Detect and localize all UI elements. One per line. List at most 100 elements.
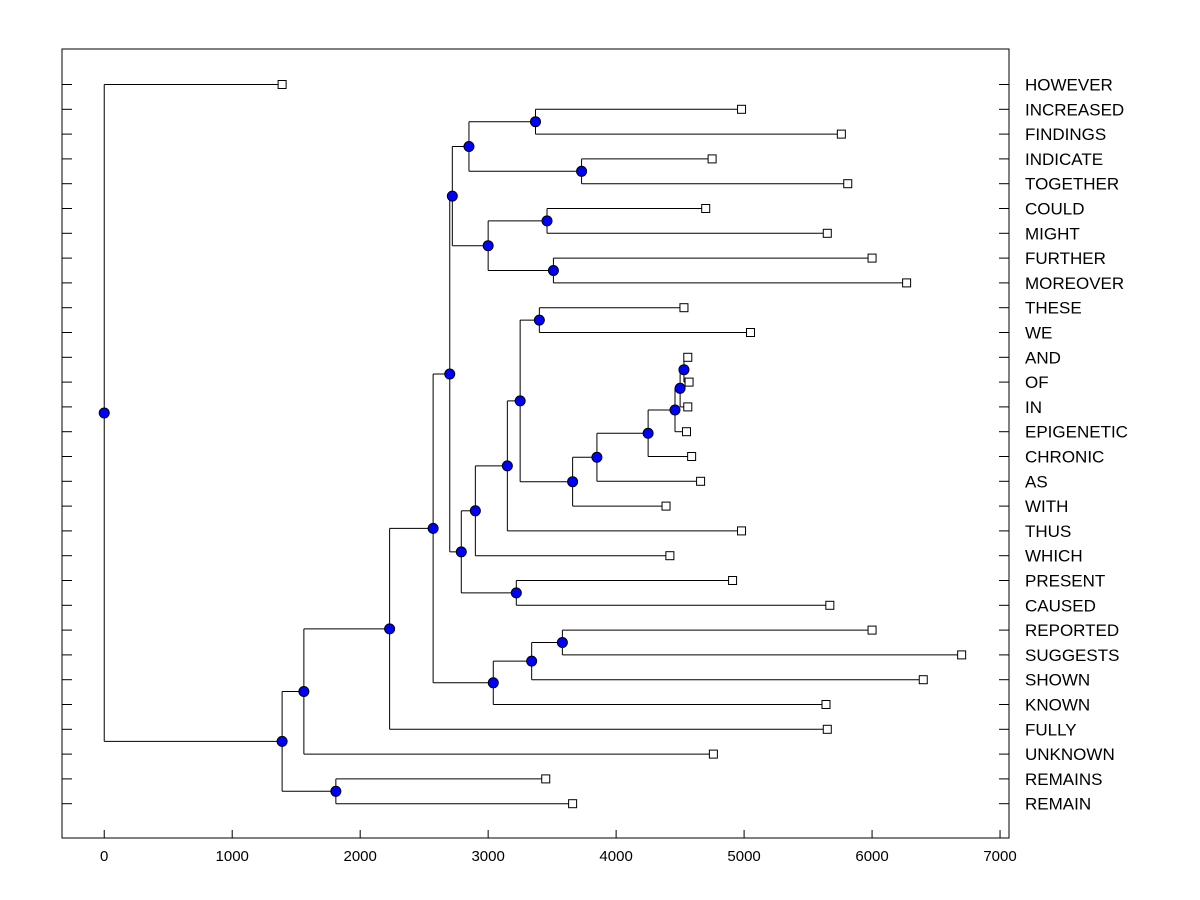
leaf-label-as: AS	[1025, 472, 1048, 491]
internal-node-n2	[576, 165, 588, 177]
leaf-marker-known	[821, 700, 831, 709]
leaf-label-in: IN	[1025, 398, 1042, 417]
internal-node-n3	[463, 141, 475, 152]
leaf-marker-might	[822, 228, 832, 238]
leaf-marker-epigenetic	[682, 427, 692, 437]
leaf-marker-chronic	[687, 452, 697, 461]
xtick-label: 7000	[983, 848, 1016, 865]
leaf-marker-suggests	[957, 650, 967, 660]
leaf-label-might: MIGHT	[1025, 224, 1080, 243]
leaf-label-remains: REMAINS	[1025, 770, 1102, 789]
leaf-marker-of	[684, 377, 694, 387]
internal-node-n5	[547, 265, 559, 276]
internal-node-n17	[469, 505, 481, 517]
leaf-label-could: COULD	[1025, 200, 1085, 219]
leaf-label-suggests: SUGGESTS	[1025, 646, 1119, 665]
internal-node-n16	[501, 460, 513, 472]
leaf-label-caused: CAUSED	[1025, 596, 1096, 615]
leaf-marker-fully	[822, 724, 832, 734]
leaf-marker-findings	[836, 129, 846, 139]
leaf-marker-which	[665, 551, 675, 561]
leaf-label-indicate: INDICATE	[1025, 150, 1103, 169]
leaf-label-of: OF	[1025, 373, 1049, 392]
leaf-label-with: WITH	[1025, 497, 1068, 516]
internal-node-n29	[98, 407, 110, 419]
leaf-marker-indicate	[707, 154, 717, 164]
leaf-marker-could	[701, 204, 711, 213]
internal-node-n18	[510, 587, 522, 599]
xtick-label: 4000	[599, 848, 632, 865]
leaf-label-which: WHICH	[1025, 547, 1083, 566]
internal-node-n19	[455, 546, 467, 558]
xtick-label: 1000	[216, 848, 249, 865]
leaf-label-shown: SHOWN	[1025, 671, 1090, 690]
internal-node-n12	[642, 427, 654, 439]
internal-node-n15	[514, 395, 526, 407]
internal-node-n7	[446, 190, 458, 202]
internal-node-n20	[444, 368, 456, 380]
leaf-label-reported: REPORTED	[1025, 621, 1119, 640]
leaf-label-present: PRESENT	[1025, 572, 1105, 591]
internal-node-n25	[384, 623, 396, 635]
internal-node-n22	[526, 655, 538, 667]
leaf-markers	[277, 80, 967, 809]
leaf-label-known: KNOWN	[1025, 696, 1090, 715]
internal-node-n11	[669, 404, 681, 416]
internal-node-n14	[567, 476, 579, 488]
leaf-label-chronic: CHRONIC	[1025, 448, 1104, 467]
leaf-label-findings: FINDINGS	[1025, 125, 1106, 144]
internal-node-n26	[298, 685, 310, 697]
leaf-marker-with	[661, 501, 671, 511]
internal-node-n28	[276, 735, 288, 747]
plot-frame	[61, 48, 1010, 839]
xtick-label: 6000	[855, 848, 888, 865]
leaf-label-increased: INCREASED	[1025, 100, 1124, 119]
leaf-label-fully: FULLY	[1025, 720, 1077, 739]
xtick-label: 0	[100, 848, 108, 865]
xtick-label: 2000	[343, 848, 376, 865]
leaf-marker-and	[683, 352, 693, 362]
internal-nodes	[98, 116, 690, 797]
leaf-labels: HOWEVER INCREASED FINDINGS INDICATE TOGETHER…	[1025, 76, 1128, 814]
internal-node-n13	[591, 451, 603, 463]
xtick-label: 3000	[471, 848, 504, 865]
internal-node-n21	[556, 637, 568, 648]
internal-node-n24	[427, 522, 439, 534]
leaf-marker-as	[696, 476, 706, 486]
leaf-label-moreover: MOREOVER	[1025, 274, 1124, 293]
leaf-marker-unknown	[708, 749, 718, 759]
leaf-marker-we	[745, 328, 755, 337]
leaf-marker-present	[728, 576, 738, 585]
leaf-label-thus: THUS	[1025, 522, 1071, 541]
leaf-marker-these	[679, 303, 689, 313]
leaf-marker-remain	[568, 799, 578, 809]
internal-node-n6	[482, 240, 494, 252]
internal-node-n1	[530, 116, 541, 128]
leaf-marker-thus	[737, 526, 747, 536]
leaf-label-together: TOGETHER	[1025, 175, 1119, 194]
leaf-marker-shown	[918, 675, 928, 685]
leaf-marker-increased	[737, 104, 747, 114]
leaf-label-unknown: UNKNOWN	[1025, 745, 1115, 764]
leaf-label-however: HOWEVER	[1025, 76, 1113, 95]
leaf-marker-however	[277, 80, 287, 89]
leaf-marker-in	[683, 402, 693, 412]
internal-node-n27	[330, 785, 342, 797]
leaf-marker-remains	[541, 774, 551, 784]
internal-node-n23	[487, 677, 499, 689]
xtick-label: 5000	[727, 848, 760, 865]
leaf-marker-moreover	[902, 278, 912, 288]
internal-node-n10	[674, 382, 686, 394]
right-tick-marks	[999, 84, 1009, 805]
leaf-label-epigenetic: EPIGENETIC	[1025, 423, 1128, 442]
internal-node-n8	[533, 314, 545, 326]
leaf-label-remain: REMAIN	[1025, 795, 1091, 814]
leaf-label-we: WE	[1025, 324, 1052, 343]
y-tick-marks	[62, 84, 72, 805]
leaf-marker-together	[843, 179, 853, 189]
leaf-label-further: FURTHER	[1025, 249, 1106, 268]
leaf-marker-further	[867, 253, 877, 263]
x-axis-ticks: 0 1000 2000 3000 4000 5000 6000 7000	[100, 830, 1017, 865]
leaf-marker-reported	[867, 625, 877, 635]
